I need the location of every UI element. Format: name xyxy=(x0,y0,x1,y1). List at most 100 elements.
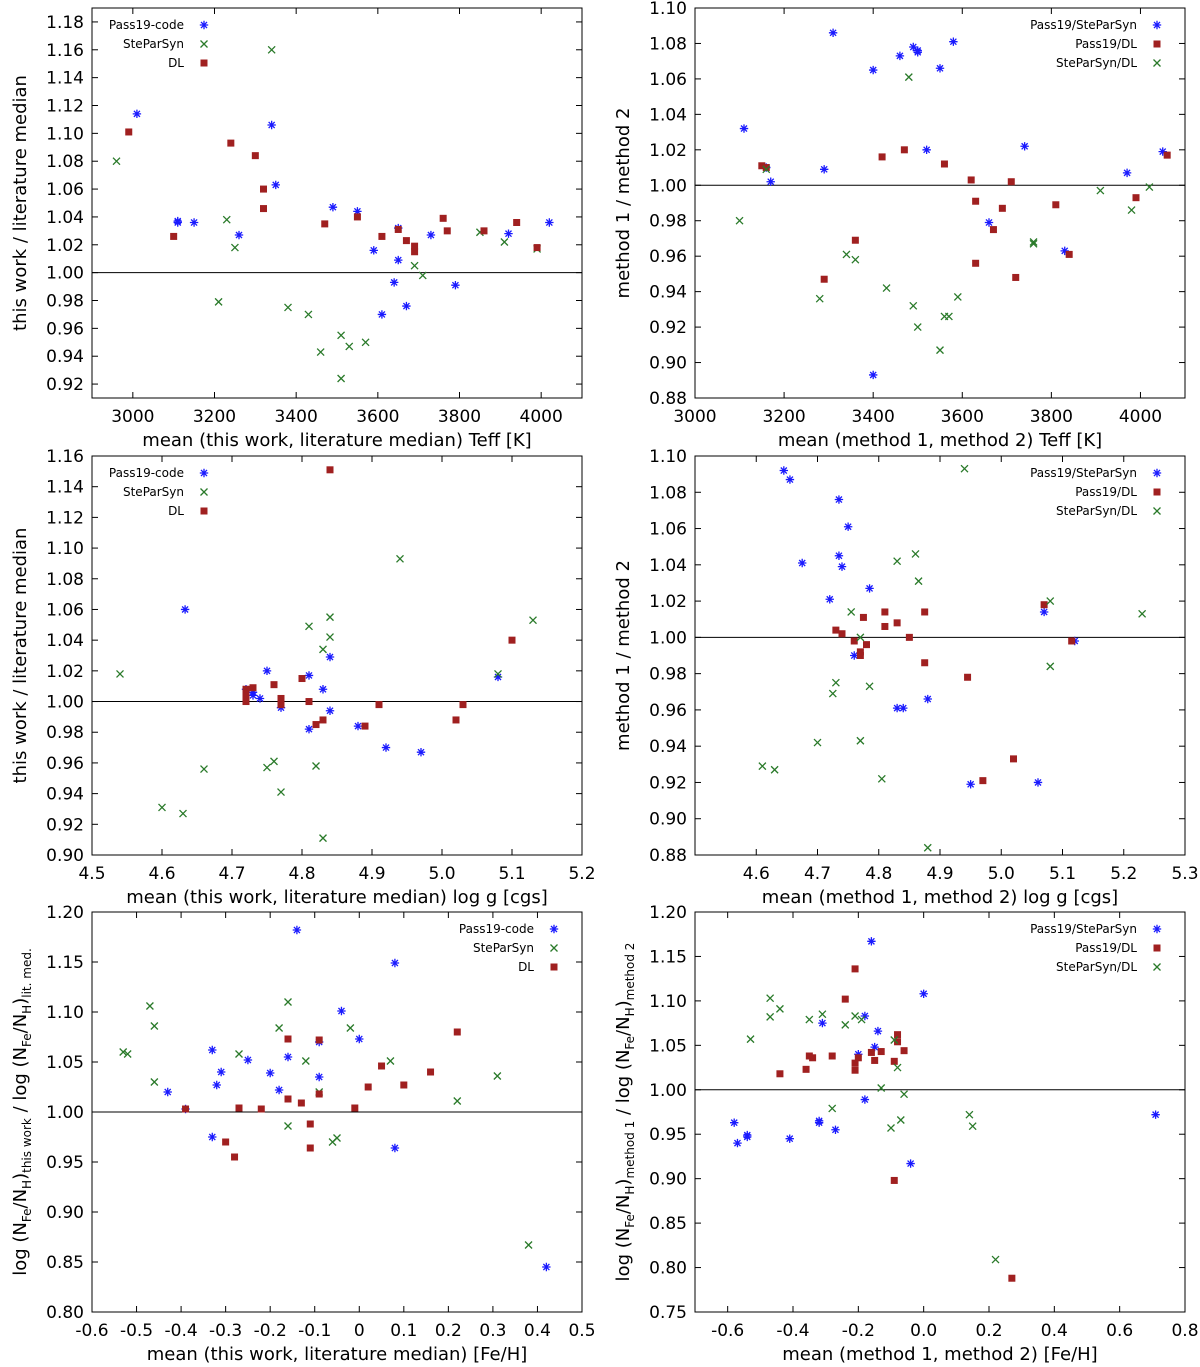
data-point-x xyxy=(200,765,208,774)
data-point-x xyxy=(911,549,920,558)
y-axis-label-subscript: lit. med. xyxy=(20,948,34,998)
data-point-star xyxy=(243,1055,253,1065)
data-point-square xyxy=(411,248,419,256)
data-point-square xyxy=(809,1054,817,1062)
data-point-star xyxy=(381,743,391,752)
legend-marker-x xyxy=(1153,963,1161,971)
data-point-square xyxy=(1065,250,1073,258)
y-tick-label: 0.92 xyxy=(649,318,687,338)
data-point-x xyxy=(758,762,767,771)
x-tick-label: 3200 xyxy=(762,407,805,427)
data-point-square xyxy=(315,1090,323,1098)
data-point-star xyxy=(267,120,276,130)
data-point-x xyxy=(766,1012,775,1021)
data-points xyxy=(735,28,1171,380)
data-point-star xyxy=(325,652,335,662)
data-point-x xyxy=(284,998,292,1006)
plot-frame xyxy=(694,7,1186,399)
data-point-x xyxy=(1096,186,1105,195)
data-point-square xyxy=(270,681,278,689)
x-tick-label: -0.5 xyxy=(120,1321,153,1341)
x-tick-label: 5.2 xyxy=(568,864,595,884)
y-axis-label-subscript: method 2 xyxy=(623,943,637,1001)
data-point-x xyxy=(904,73,913,82)
data-point-star xyxy=(394,255,403,265)
y-tick-label: 1.06 xyxy=(649,520,687,540)
data-point-square xyxy=(854,1054,862,1062)
y-axis-label-subscript: Fe xyxy=(623,1214,637,1228)
y-axis-label: method 1 / method 2 xyxy=(613,560,634,751)
data-point-x xyxy=(991,1255,1000,1264)
data-point-square xyxy=(1068,637,1076,645)
legend-marker-square xyxy=(1153,944,1161,952)
data-point-x xyxy=(813,738,822,747)
data-point-square xyxy=(353,213,361,221)
data-point-square xyxy=(459,701,467,709)
data-point-square xyxy=(841,995,849,1003)
data-point-x xyxy=(766,994,775,1003)
data-point-star xyxy=(1033,778,1043,787)
data-point-star xyxy=(923,694,932,704)
data-point-star xyxy=(873,1026,883,1036)
x-tick-label: 0.5 xyxy=(568,1321,595,1341)
data-point-star xyxy=(843,522,853,531)
y-tick-label: 0.80 xyxy=(649,1259,687,1279)
data-point-star xyxy=(1060,246,1069,256)
y-tick-label: 0.98 xyxy=(649,665,687,685)
data-point-x xyxy=(828,1104,837,1113)
legend-marker-star xyxy=(1152,924,1162,934)
data-point-star xyxy=(255,694,265,703)
x-axis-label: mean (method 1, method 2) [Fe/H] xyxy=(782,1344,1097,1365)
data-point-square xyxy=(427,1068,435,1076)
y-tick-label: 1.00 xyxy=(649,176,687,196)
y-tick-label: 1.06 xyxy=(649,70,687,90)
y-tick-label: 1.10 xyxy=(649,992,687,1012)
data-point-star xyxy=(895,51,905,61)
legend-marker-square xyxy=(550,963,558,971)
y-tick-label: 1.10 xyxy=(649,0,687,19)
chart-6: -0.6 -0.4 -0.2 0.0 0.2 0.4 0.6 0.8 0.75 0.80 0.85 0… xyxy=(613,903,1199,1365)
data-point-x xyxy=(913,323,922,332)
legend-marker-x xyxy=(200,40,208,48)
data-point-x xyxy=(333,1134,341,1142)
x-tick-label: 4.9 xyxy=(358,864,385,884)
data-point-square xyxy=(242,690,250,698)
data-point-x xyxy=(319,834,327,843)
data-point-square xyxy=(838,630,846,638)
data-point-x xyxy=(965,1110,974,1119)
x-tick-label: 3600 xyxy=(356,407,399,427)
legend-entry-label: SteParSyn xyxy=(123,37,184,51)
data-point-x xyxy=(319,645,327,654)
x-tick-label: 5.3 xyxy=(1171,864,1198,884)
data-point-x xyxy=(818,1010,827,1019)
data-point-star xyxy=(451,280,460,290)
data-point-star xyxy=(766,177,775,186)
data-point-square xyxy=(877,1048,885,1056)
data-point-x xyxy=(851,255,860,264)
y-tick-label: 0.94 xyxy=(46,785,84,805)
data-point-square xyxy=(306,1120,314,1128)
data-point-square xyxy=(820,275,828,283)
data-point-x xyxy=(284,1122,292,1130)
data-point-star xyxy=(274,1085,284,1095)
y-axis-label-part: / log (N xyxy=(10,1047,31,1118)
x-tick-label: -0.2 xyxy=(254,1321,287,1341)
legend-entry-label: SteParSyn/DL xyxy=(1056,56,1137,70)
x-tick-label: -0.6 xyxy=(75,1321,108,1341)
data-point-x xyxy=(337,331,346,340)
data-point-square xyxy=(881,622,889,630)
data-point-x xyxy=(746,1035,755,1044)
data-point-square xyxy=(979,777,987,785)
data-point-star xyxy=(854,1050,863,1059)
data-point-star xyxy=(828,28,838,38)
data-point-square xyxy=(850,637,858,645)
data-point-square xyxy=(378,1062,386,1070)
data-point-star xyxy=(390,958,400,968)
legend-marker-square xyxy=(200,59,208,67)
data-point-star xyxy=(328,202,338,212)
y-tick-label: 0.85 xyxy=(649,1214,687,1234)
data-point-x xyxy=(396,554,404,563)
data-point-square xyxy=(305,698,313,706)
x-tick-label: 0.4 xyxy=(1041,1321,1068,1341)
y-tick-label: 1.08 xyxy=(46,570,84,590)
